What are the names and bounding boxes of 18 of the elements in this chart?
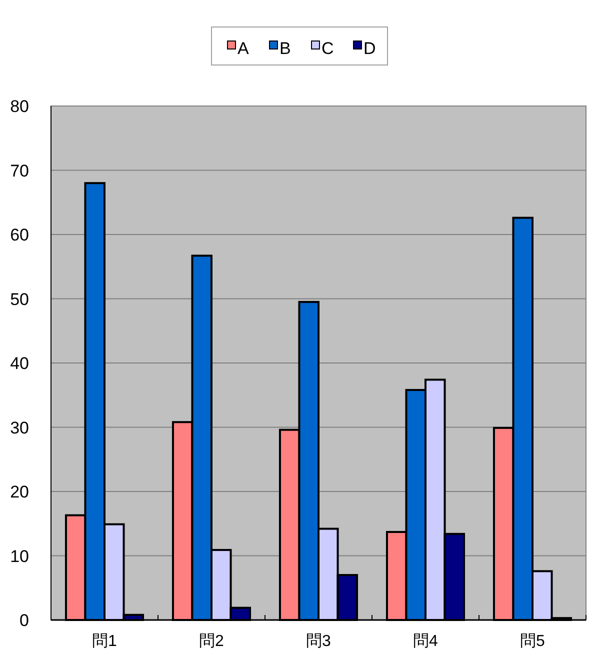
x-tick-label: 問2 (199, 633, 224, 650)
y-tick-label: 60 (10, 226, 29, 244)
x-tick-label: 問3 (306, 633, 332, 650)
y-tick-label: 0 (20, 611, 29, 630)
legend-label: C (322, 39, 334, 58)
y-tick-label: 30 (10, 418, 29, 438)
y-tick-label: 40 (10, 354, 29, 373)
legend-label: D (364, 39, 376, 58)
y-tick-label: 10 (10, 546, 29, 566)
legend-label: B (280, 39, 291, 58)
y-tick-label: 70 (10, 161, 29, 180)
y-tick-label: 80 (10, 97, 29, 116)
legend-label: A (238, 39, 250, 58)
y-tick-label: 20 (10, 482, 29, 502)
x-tick-label: 問4 (413, 633, 438, 650)
y-tick-label: 50 (10, 290, 29, 309)
x-tick-label: 問5 (520, 633, 546, 650)
x-tick-label: 問1 (92, 633, 118, 650)
